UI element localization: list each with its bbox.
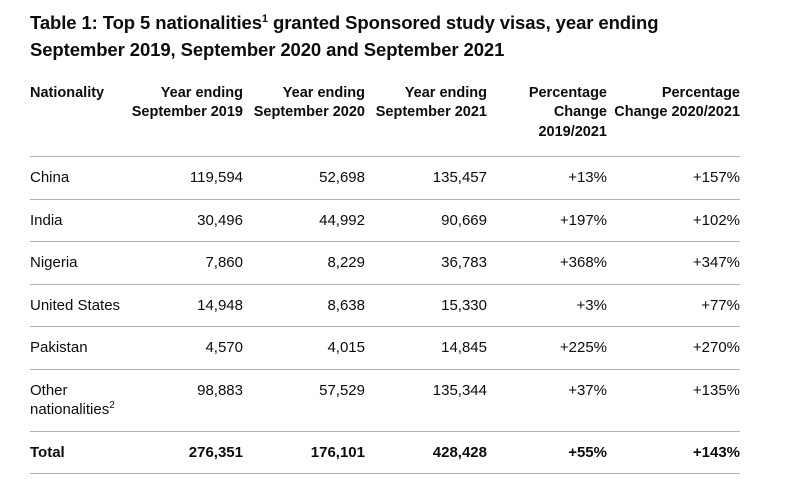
nationality-cell: United States <box>30 284 131 328</box>
column-header-nationality: Nationality <box>30 83 131 158</box>
value-cell: 176,101 <box>243 431 365 475</box>
study-visas-table: Nationality Year ending September 2019 Y… <box>30 83 740 475</box>
nationality-cell: Total <box>30 431 131 475</box>
value-cell: +368% <box>487 241 607 285</box>
value-cell: +13% <box>487 156 607 200</box>
value-cell: +157% <box>607 156 740 200</box>
column-header-year-2020: Year ending September 2020 <box>243 83 365 158</box>
value-cell: 135,344 <box>365 369 487 432</box>
value-cell: +3% <box>487 284 607 328</box>
value-cell: 57,529 <box>243 369 365 432</box>
value-cell: +102% <box>607 199 740 243</box>
table-row: United States 14,948 8,638 15,330 +3% +77% <box>30 284 740 328</box>
table-title: Table 1: Top 5 nationalities1 granted Sp… <box>30 10 740 64</box>
value-cell: 428,428 <box>365 431 487 475</box>
value-cell: 52,698 <box>243 156 365 200</box>
column-header-pct-2019-2021: Percentage Change 2019/2021 <box>487 83 607 158</box>
value-cell: 4,015 <box>243 326 365 370</box>
value-cell: +55% <box>487 431 607 475</box>
table-title-prefix: Table 1: Top 5 nationalities <box>30 12 262 33</box>
value-cell: +270% <box>607 326 740 370</box>
value-cell: 15,330 <box>365 284 487 328</box>
value-cell: 7,860 <box>131 241 243 285</box>
table-row: India 30,496 44,992 90,669 +197% +102% <box>30 199 740 243</box>
nationality-cell: China <box>30 156 131 200</box>
nationality-cell: Nigeria <box>30 241 131 285</box>
nationality-cell: Other nationalities2 <box>30 369 131 432</box>
value-cell: +37% <box>487 369 607 432</box>
value-cell: 14,948 <box>131 284 243 328</box>
nationality-cell: Pakistan <box>30 326 131 370</box>
value-cell: 4,570 <box>131 326 243 370</box>
column-header-year-2021: Year ending September 2021 <box>365 83 487 158</box>
table-header: Nationality Year ending September 2019 Y… <box>30 83 740 158</box>
column-header-year-2019: Year ending September 2019 <box>131 83 243 158</box>
value-cell: 276,351 <box>131 431 243 475</box>
table-header-row: Nationality Year ending September 2019 Y… <box>30 83 740 158</box>
table-total-row: Total 276,351 176,101 428,428 +55% +143% <box>30 431 740 475</box>
table-body: China 119,594 52,698 135,457 +13% +157% India 3… <box>30 156 740 475</box>
value-cell: 8,229 <box>243 241 365 285</box>
value-cell: +197% <box>487 199 607 243</box>
value-cell: +135% <box>607 369 740 432</box>
table-row: Pakistan 4,570 4,015 14,845 +225% +270% <box>30 326 740 370</box>
value-cell: +225% <box>487 326 607 370</box>
nationality-cell: India <box>30 199 131 243</box>
value-cell: 98,883 <box>131 369 243 432</box>
table-row: Other nationalities2 98,883 57,529 135,344 +… <box>30 369 740 432</box>
value-cell: 36,783 <box>365 241 487 285</box>
value-cell: 8,638 <box>243 284 365 328</box>
value-cell: 119,594 <box>131 156 243 200</box>
page-container: Table 1: Top 5 nationalities1 granted Sp… <box>30 10 740 475</box>
table-title-suffix: granted Sponsored study visas, year endi… <box>30 12 659 60</box>
value-cell: +77% <box>607 284 740 328</box>
value-cell: 135,457 <box>365 156 487 200</box>
row-footnote-marker: 2 <box>109 400 115 412</box>
value-cell: 44,992 <box>243 199 365 243</box>
value-cell: +143% <box>607 431 740 475</box>
column-header-pct-2020-2021: Percentage Change 2020/2021 <box>607 83 740 158</box>
title-footnote-marker: 1 <box>261 12 268 25</box>
value-cell: 14,845 <box>365 326 487 370</box>
table-row: China 119,594 52,698 135,457 +13% +157% <box>30 156 740 200</box>
value-cell: 30,496 <box>131 199 243 243</box>
value-cell: +347% <box>607 241 740 285</box>
table-row: Nigeria 7,860 8,229 36,783 +368% +347% <box>30 241 740 285</box>
value-cell: 90,669 <box>365 199 487 243</box>
